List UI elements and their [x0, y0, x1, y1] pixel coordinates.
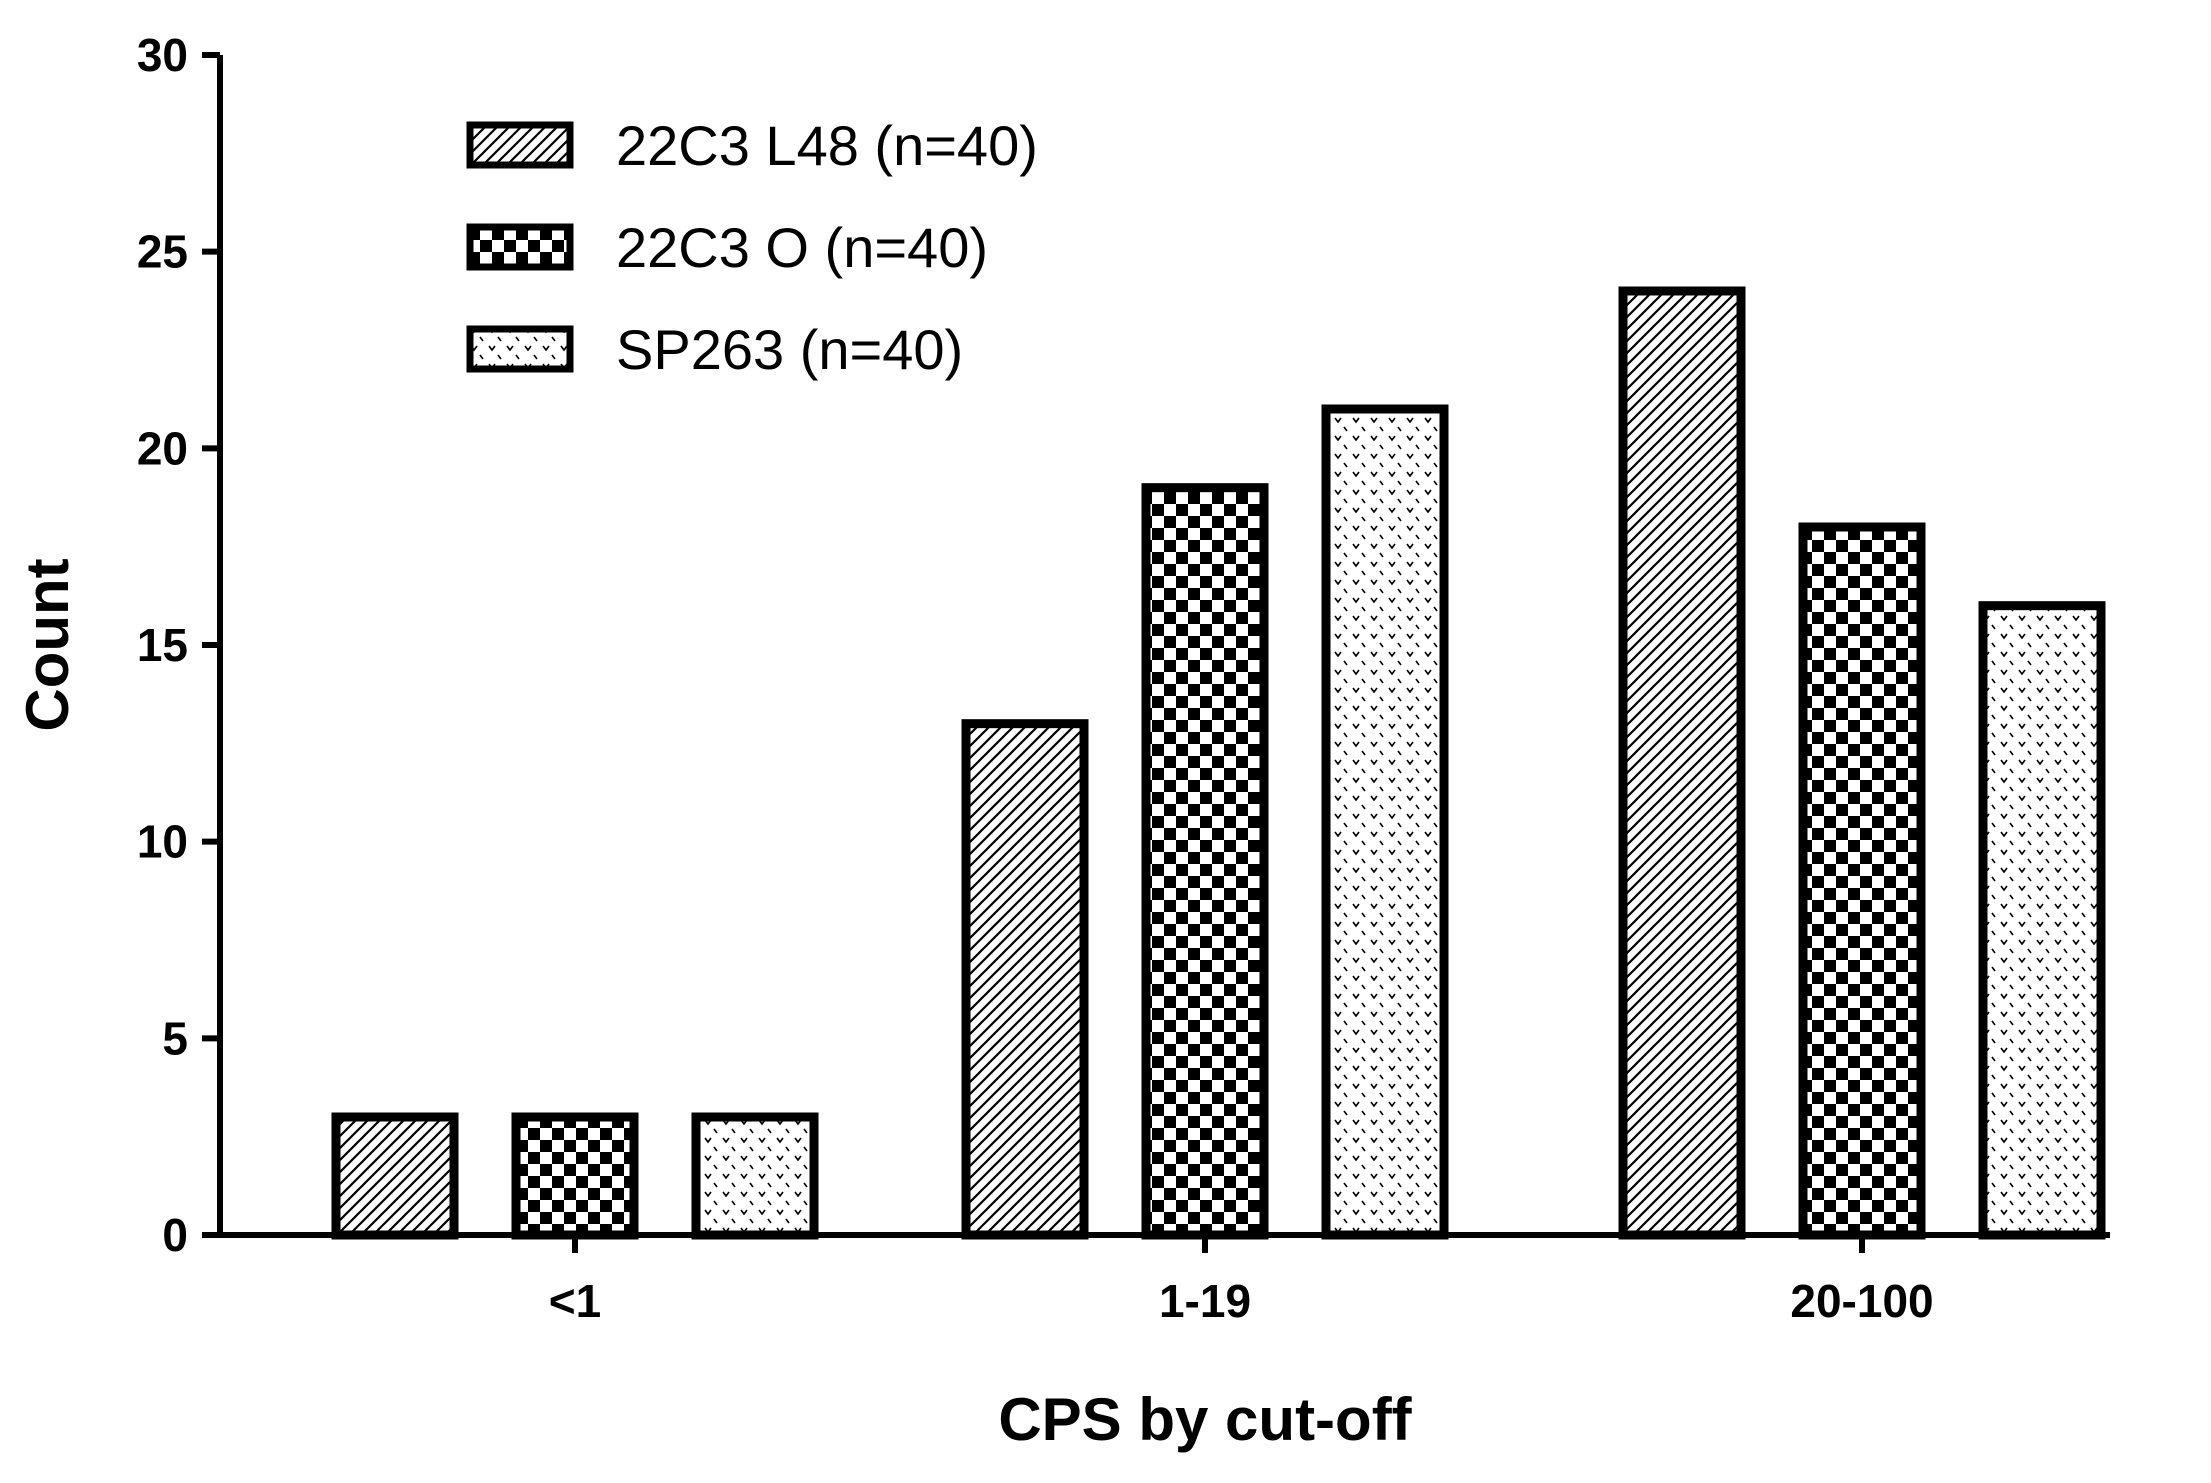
y-tick-label: 30 — [137, 29, 188, 81]
bar — [1321, 404, 1449, 1240]
x-axis-title: CPS by cut-off — [998, 1386, 1412, 1453]
x-ticks: <1 1-19 20-100 — [549, 1235, 1934, 1327]
bar — [1141, 483, 1269, 1240]
bar — [511, 1112, 639, 1240]
y-ticks: 0 5 10 15 20 25 30 — [137, 29, 220, 1261]
bar — [1798, 522, 1926, 1240]
bar — [961, 719, 1089, 1240]
y-tick-label: 25 — [137, 226, 188, 278]
legend-swatch — [466, 325, 574, 373]
y-tick-label: 15 — [137, 619, 188, 671]
legend: 22C3 L48 (n=40) 22C3 O (n=40) SP263 (n=40) — [466, 114, 1038, 381]
y-tick-label: 10 — [137, 816, 188, 868]
legend-label: SP263 (n=40) — [616, 318, 963, 381]
legend-label: 22C3 L48 (n=40) — [616, 114, 1038, 177]
bar — [1618, 286, 1746, 1240]
legend-swatch — [466, 223, 574, 271]
y-tick-label: 0 — [162, 1209, 188, 1261]
legend-label: 22C3 O (n=40) — [616, 216, 988, 279]
bars — [331, 286, 2106, 1240]
bar — [1978, 601, 2106, 1240]
bar — [691, 1112, 819, 1240]
y-tick-label: 20 — [137, 422, 188, 474]
x-tick-label: <1 — [549, 1275, 601, 1327]
x-tick-label: 1-19 — [1159, 1275, 1251, 1327]
y-axis-title: Count — [14, 558, 81, 731]
legend-swatch — [466, 121, 574, 169]
x-tick-label: 20-100 — [1790, 1275, 1933, 1327]
bar — [331, 1112, 459, 1240]
y-tick-label: 5 — [162, 1012, 188, 1064]
